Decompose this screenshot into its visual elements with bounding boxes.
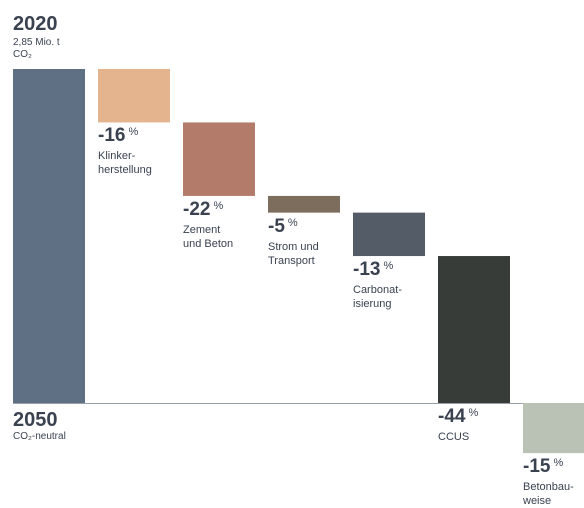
step-percent-value: -44: [438, 406, 465, 427]
step-percent-value: -16: [98, 125, 125, 146]
step-percent-value: -15: [523, 456, 550, 477]
step-bar-5: [438, 256, 510, 403]
start-bar: [13, 69, 85, 403]
step-percent-value: -22: [183, 199, 210, 220]
end-year-label: 2050: [13, 409, 58, 432]
step-percent-3: -5%: [268, 216, 298, 238]
step-percent-value: -13: [353, 259, 380, 280]
step-label-6: Betonbau- weise: [523, 480, 574, 508]
step-percent-2: -22%: [183, 199, 223, 221]
step-percent-5: -44%: [438, 406, 478, 428]
step-percent-value: -5: [268, 216, 285, 237]
step-bar-2: [183, 122, 255, 195]
step-percent-1: -16%: [98, 125, 138, 147]
step-percent-unit: %: [553, 457, 563, 469]
end-status-label: CO₂-neutral: [13, 431, 66, 443]
step-percent-unit: %: [128, 126, 138, 138]
start-year-label: 2020: [13, 13, 58, 36]
step-bar-6: [523, 403, 584, 453]
step-percent-unit: %: [383, 260, 393, 272]
step-bar-3: [268, 196, 340, 213]
start-unit-label: CO₂: [13, 49, 32, 61]
step-bar-4: [353, 213, 425, 256]
step-percent-unit: %: [468, 407, 478, 419]
step-label-2: Zement und Beton: [183, 223, 233, 251]
step-label-5: CCUS: [438, 430, 469, 444]
step-percent-6: -15%: [523, 456, 563, 478]
step-percent-unit: %: [288, 217, 298, 229]
step-label-1: Klinker- herstellung: [98, 149, 152, 177]
step-percent-4: -13%: [353, 259, 393, 281]
step-label-4: Carbonat- isierung: [353, 283, 402, 311]
step-percent-unit: %: [213, 200, 223, 212]
step-label-3: Strom und Transport: [268, 240, 319, 268]
step-bar-1: [98, 69, 170, 122]
start-amount-label: 2,85 Mio. t: [13, 37, 60, 49]
